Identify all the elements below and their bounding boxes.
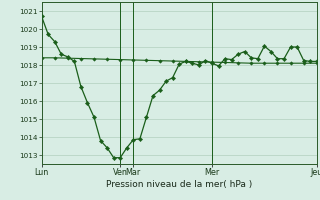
X-axis label: Pression niveau de la mer( hPa ): Pression niveau de la mer( hPa ) <box>106 180 252 189</box>
